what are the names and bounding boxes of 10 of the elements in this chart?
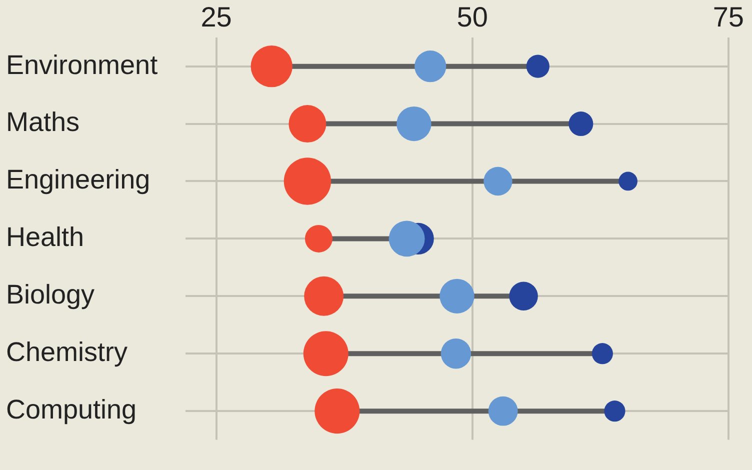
y-tick-label: Health [6,222,84,252]
x-tick-label: 50 [456,2,488,33]
y-tick-label: Environment [6,50,158,80]
y-tick-label: Maths [6,107,80,138]
y-tick-label: Chemistry [6,337,128,368]
x-tick-label: 75 [712,2,744,33]
y-tick-label: Computing [6,394,137,425]
y-tick-label: Engineering [6,164,150,195]
x-tick-label: 25 [200,2,232,33]
y-tick-label: Biology [6,280,96,310]
